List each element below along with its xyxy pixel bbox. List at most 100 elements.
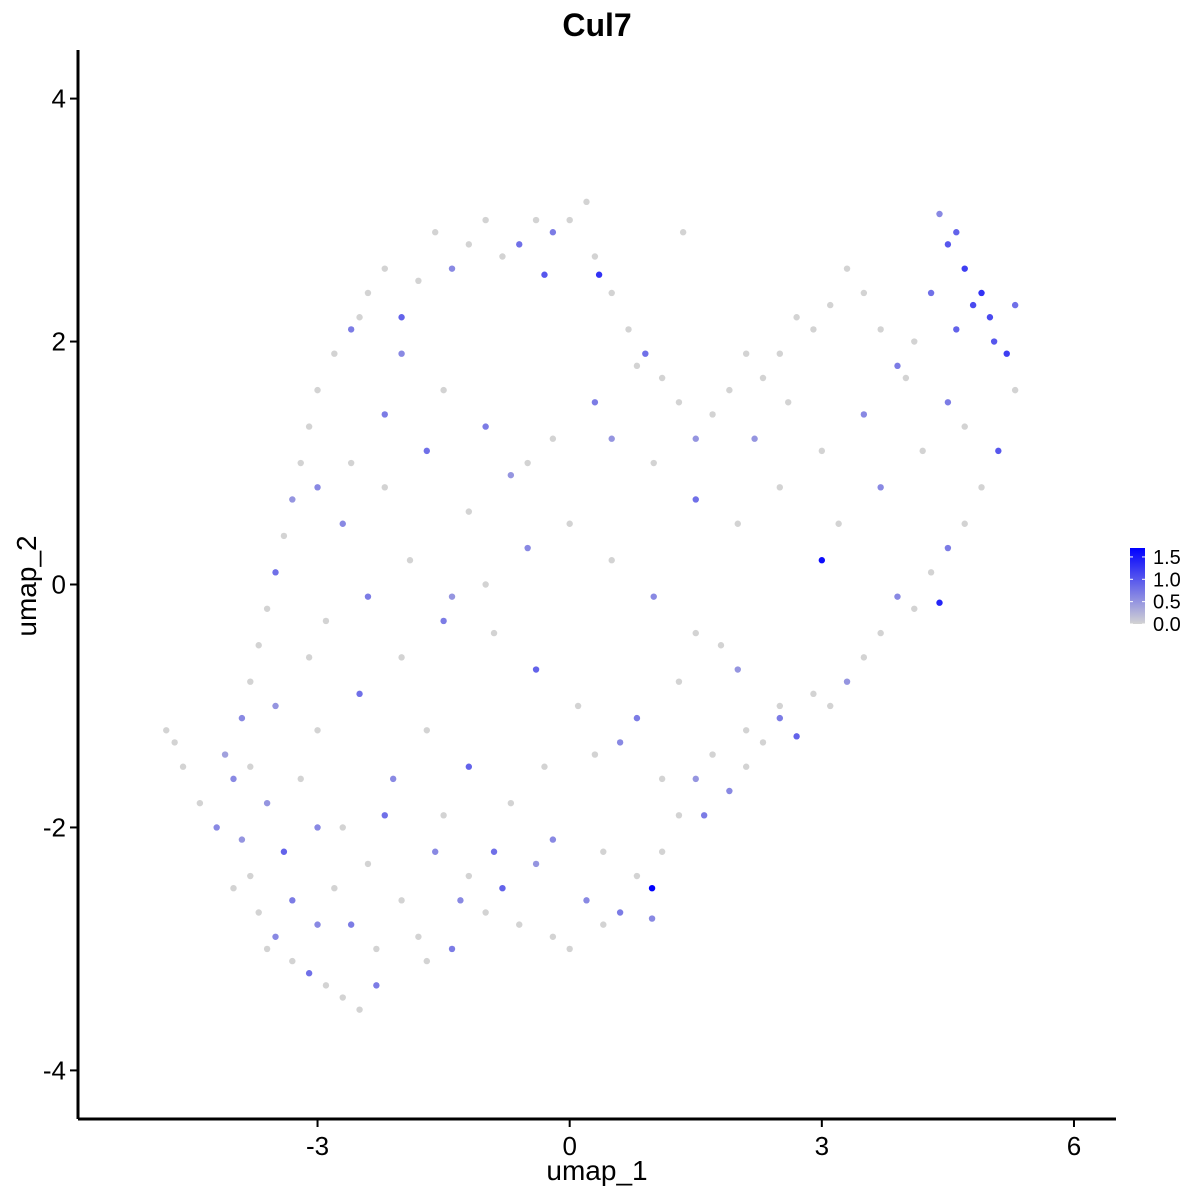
scatter-point	[499, 884, 506, 892]
scatter-point	[364, 289, 372, 297]
scatter-point	[213, 824, 220, 831]
scatter-point	[432, 848, 439, 855]
scatter-point	[305, 654, 313, 661]
scatter-point	[877, 326, 884, 333]
scatter-point	[860, 411, 868, 418]
scatter-point	[314, 484, 321, 491]
scatter-point	[902, 374, 910, 382]
chart-title: Cul7	[562, 7, 631, 43]
scatter-point	[675, 399, 683, 406]
scatter-point	[423, 727, 431, 734]
scatter-point	[990, 338, 998, 345]
scatter-point	[179, 763, 187, 770]
scatter-point	[280, 848, 288, 855]
scatter-point	[415, 277, 422, 285]
scatter-point	[432, 229, 439, 236]
scatter-point	[936, 599, 943, 606]
scatter-point	[742, 763, 750, 770]
scatter-point	[247, 872, 254, 880]
scatter-point	[406, 557, 414, 564]
scatter-point	[927, 289, 935, 297]
scatter-point	[625, 326, 632, 333]
scatter-point	[1011, 386, 1019, 394]
scatter-point	[566, 945, 573, 953]
scatter-point	[305, 423, 313, 430]
scatter-point	[1011, 301, 1019, 309]
scatter-point	[919, 447, 926, 455]
scatter-point	[499, 253, 506, 260]
scatter-point	[482, 216, 489, 224]
scatter-point	[263, 605, 271, 612]
scatter-point	[1003, 350, 1010, 357]
scatter-point	[465, 241, 473, 248]
scatter-point	[944, 399, 952, 406]
scatter-point	[742, 350, 750, 357]
scatter-point	[726, 787, 733, 795]
scatter-point	[507, 799, 515, 807]
scatter-point	[381, 812, 388, 819]
scatter-point	[961, 423, 968, 430]
scatter-point	[692, 435, 699, 442]
scatter-point	[936, 210, 943, 218]
x-tick-label: 6	[1067, 1131, 1081, 1161]
scatter-point	[776, 714, 784, 722]
scatter-point	[524, 459, 531, 467]
y-axis-ticks: -4 -2 0 2 4	[43, 84, 78, 1085]
scatter-point	[648, 884, 656, 892]
scatter-point	[238, 714, 246, 722]
x-axis-ticks: -3 0 3 6	[306, 1119, 1081, 1161]
scatter-point	[995, 447, 1002, 455]
scatter-point	[305, 970, 313, 977]
scatter-point	[860, 289, 868, 297]
scatter-point	[163, 727, 170, 734]
scatter-point	[398, 897, 405, 904]
scatter-point	[364, 860, 372, 868]
scatter-point	[347, 921, 355, 928]
color-legend: 0.00.51.01.5	[1130, 547, 1181, 636]
scatter-point	[440, 812, 447, 819]
scatter-point	[978, 289, 985, 297]
scatter-point	[415, 933, 422, 940]
scatter-point	[776, 702, 784, 710]
scatter-point	[230, 775, 237, 783]
scatter-point	[289, 496, 296, 503]
scatter-point	[398, 314, 405, 321]
scatter-point	[648, 915, 656, 922]
scatter-point	[785, 399, 792, 406]
scatter-point	[247, 763, 254, 770]
scatter-point	[339, 520, 346, 527]
scatter-point	[818, 447, 826, 455]
scatter-point	[490, 629, 498, 637]
scatter-point	[482, 581, 489, 588]
scatter-point	[595, 271, 603, 278]
scatter-point	[717, 642, 725, 649]
scatter-point	[389, 775, 397, 783]
scatter-point	[591, 751, 599, 758]
scatter-point	[381, 411, 388, 418]
y-tick-label: 4	[52, 84, 66, 114]
scatter-point	[953, 229, 960, 236]
scatter-point	[272, 702, 279, 710]
scatter-point	[969, 301, 977, 309]
scatter-point	[314, 727, 321, 734]
scatter-point	[658, 374, 666, 382]
scatter-point	[658, 775, 666, 783]
scatter-point	[608, 435, 615, 442]
scatter-point	[347, 326, 355, 333]
scatter-point	[675, 812, 683, 819]
scatter-point	[658, 848, 666, 855]
scatter-point	[911, 605, 918, 612]
scatter-point	[650, 593, 657, 600]
scatter-point	[776, 350, 784, 357]
scatter-point	[591, 399, 599, 406]
y-tick-label: 2	[52, 327, 66, 357]
y-tick-label: -2	[43, 812, 66, 842]
scatter-point	[877, 629, 884, 637]
scatter-point	[532, 860, 540, 868]
scatter-point	[616, 909, 624, 916]
scatter-point	[709, 751, 716, 758]
scatter-point	[516, 241, 523, 248]
scatter-point	[297, 775, 304, 783]
y-tick-label: 0	[52, 570, 66, 600]
